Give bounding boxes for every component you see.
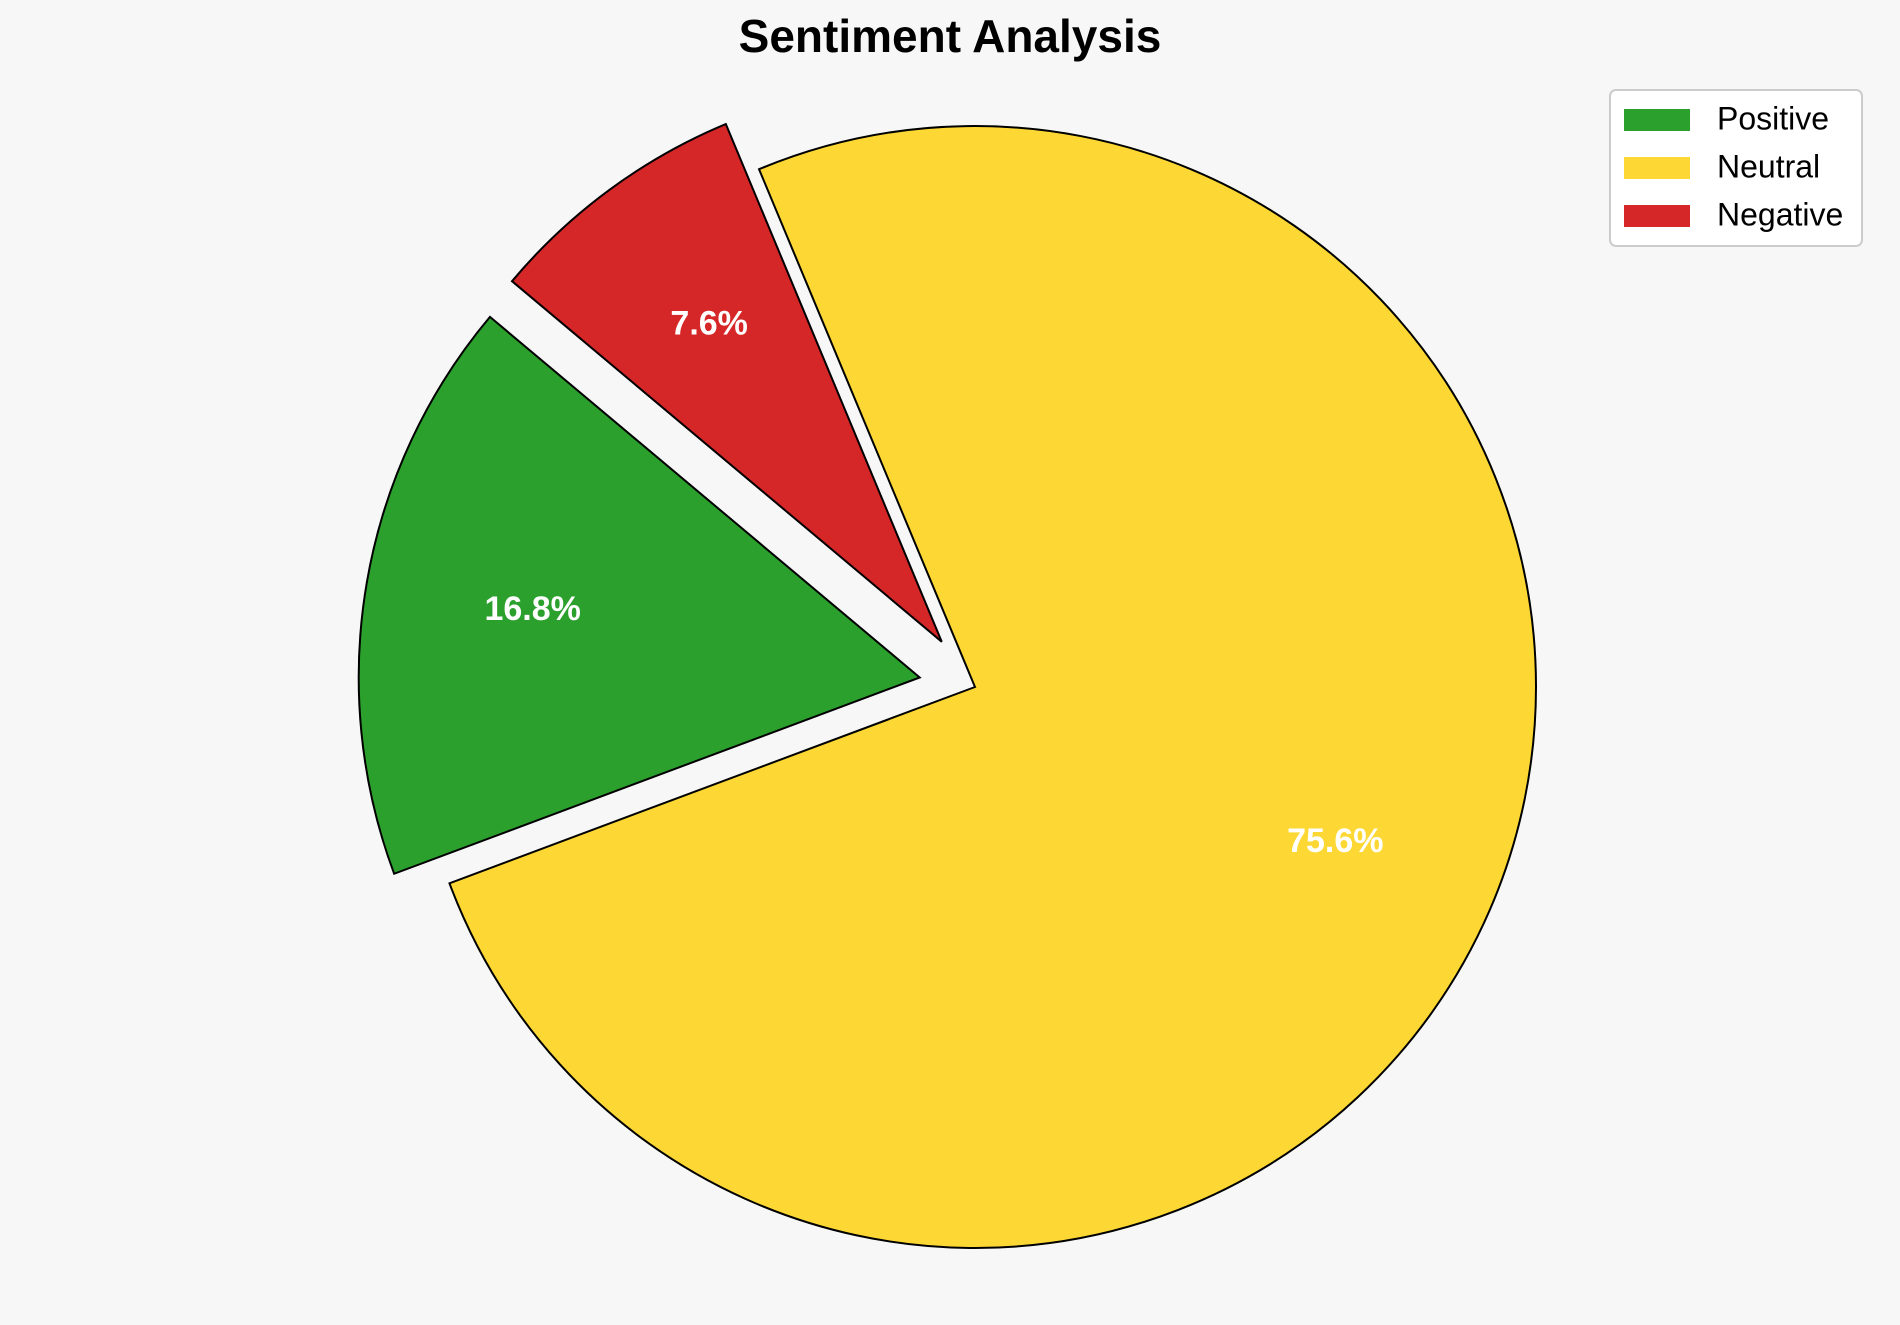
wedge-label: 7.6% [670,304,748,342]
wedge-label: 16.8% [484,590,580,628]
pie-wedge [448,125,1537,1249]
legend-label: Positive [1717,100,1829,136]
legend-label: Neutral [1717,148,1820,184]
chart-title: Sentiment Analysis [739,10,1162,62]
legend-swatch [1624,205,1690,227]
legend-swatch [1624,157,1690,179]
pie-wedge [510,122,943,643]
legend-swatch [1624,109,1690,131]
legend-label: Negative [1717,196,1843,232]
wedge-label: 75.6% [1287,822,1383,860]
pie-wedge [357,315,922,876]
